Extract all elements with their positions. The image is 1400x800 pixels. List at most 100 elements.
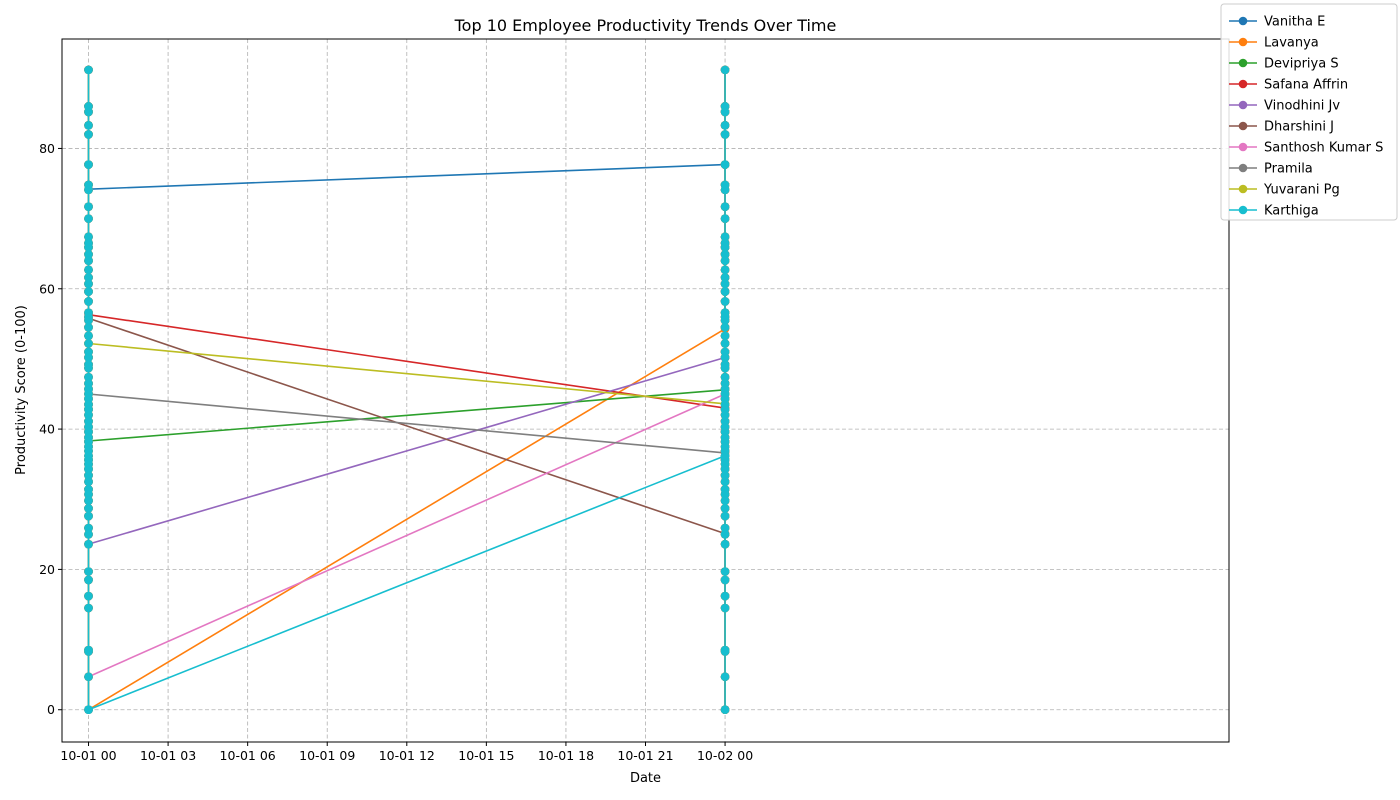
- data-point: [720, 316, 730, 325]
- data-point: [720, 243, 730, 252]
- data-point: [84, 287, 93, 296]
- legend-swatch-marker: [1238, 163, 1248, 173]
- data-point: [720, 65, 730, 75]
- data-point: [720, 265, 730, 275]
- legend: Vanitha E Lavanya Devipriya S Safana Affrin…: [1220, 3, 1398, 221]
- data-point: [84, 490, 93, 499]
- y-tick-label: 40: [39, 422, 55, 437]
- y-tick-label: 0: [47, 702, 55, 717]
- legend-label: Vanitha E: [1264, 15, 1325, 30]
- data-point: [84, 530, 93, 539]
- data-point: [84, 256, 93, 266]
- data-point: [720, 523, 730, 533]
- legend-swatch-marker: [1238, 121, 1248, 131]
- data-point: [84, 202, 93, 211]
- series-trend-line: [88, 393, 726, 454]
- legend-item: Santhosh Kumar S: [1229, 141, 1383, 156]
- data-point: [720, 250, 730, 259]
- legend-label: Dharshini J: [1264, 120, 1334, 135]
- legend-label: Lavanya: [1264, 36, 1319, 51]
- data-point: [84, 279, 93, 289]
- data-point: [84, 297, 93, 306]
- data-point: [84, 273, 93, 282]
- data-point: [720, 353, 730, 362]
- series-trend-line: [88, 393, 726, 678]
- data-point: [720, 279, 730, 289]
- x-tick-label: 10-01 06: [220, 748, 276, 763]
- data-point: [84, 591, 93, 601]
- y-tick-label: 20: [39, 562, 55, 577]
- data-point: [84, 477, 93, 487]
- data-point: [720, 575, 730, 585]
- x-tick-label: 10-01 21: [617, 748, 673, 763]
- data-point: [84, 523, 93, 533]
- y-tick-label: 80: [39, 141, 55, 156]
- legend-label: Yuvarani Pg: [1263, 183, 1340, 198]
- legend-swatch-marker: [1238, 205, 1248, 215]
- data-point: [720, 273, 730, 282]
- data-point: [84, 130, 93, 139]
- data-point: [84, 672, 93, 682]
- data-point: [720, 323, 730, 332]
- data-point: [84, 353, 93, 362]
- legend-item: Vinodhini Jv: [1229, 99, 1340, 114]
- legend-label: Devipriya S: [1264, 57, 1339, 72]
- data-point: [720, 120, 730, 130]
- series-trend-line: [88, 163, 726, 190]
- legend-item: Pramila: [1229, 162, 1313, 177]
- legend-swatch-marker: [1238, 79, 1248, 89]
- data-point: [84, 464, 93, 474]
- data-point: [720, 256, 730, 266]
- data-point: [84, 232, 93, 242]
- legend-label: Vinodhini Jv: [1264, 99, 1340, 114]
- data-point: [720, 705, 730, 715]
- data-point: [720, 647, 730, 656]
- data-point: [720, 603, 730, 613]
- series-trend-line: [88, 313, 726, 409]
- data-point: [84, 647, 93, 656]
- x-tick-label: 10-01 18: [538, 748, 594, 763]
- y-tick-label: 60: [39, 281, 55, 296]
- data-point: [84, 323, 93, 332]
- data-point: [720, 567, 730, 576]
- data-point: [720, 287, 730, 296]
- data-point: [720, 504, 730, 513]
- data-point: [720, 672, 730, 682]
- data-point: [84, 575, 93, 585]
- series-trend-line: [88, 389, 726, 442]
- legend-label: Safana Affrin: [1264, 78, 1348, 93]
- legend-swatch-marker: [1238, 184, 1248, 194]
- x-tick-label: 10-02 00: [697, 748, 753, 763]
- data-point: [84, 214, 93, 223]
- legend-item: Karthiga: [1229, 204, 1319, 219]
- data-point: [84, 603, 93, 613]
- data-point: [720, 363, 730, 373]
- data-point: [720, 185, 730, 195]
- data-point: [84, 185, 93, 195]
- data-point: [720, 107, 730, 117]
- x-axis-label: Date: [630, 771, 661, 786]
- x-tick-label: 10-01 09: [299, 748, 355, 763]
- legend-item: Devipriya S: [1229, 57, 1339, 72]
- series-trend-line: [88, 356, 726, 545]
- legend-swatch-marker: [1238, 16, 1248, 26]
- legend-item: Safana Affrin: [1229, 78, 1348, 93]
- data-point: [84, 243, 93, 252]
- data-point: [84, 120, 93, 130]
- data-point: [720, 490, 730, 499]
- data-point: [720, 477, 730, 487]
- legend-swatch-marker: [1238, 142, 1248, 152]
- series-trend-line: [88, 455, 726, 711]
- series-trend-line: [88, 342, 726, 405]
- data-point: [720, 232, 730, 242]
- data-point: [84, 107, 93, 117]
- legend-swatch-marker: [1238, 58, 1248, 68]
- data-point: [720, 530, 730, 539]
- data-point: [720, 410, 730, 420]
- data-point: [720, 496, 730, 505]
- data-point: [84, 339, 93, 348]
- x-tick-label: 10-01 03: [140, 748, 196, 763]
- chart-title: Top 10 Employee Productivity Trends Over…: [454, 16, 837, 35]
- data-point: [84, 160, 93, 169]
